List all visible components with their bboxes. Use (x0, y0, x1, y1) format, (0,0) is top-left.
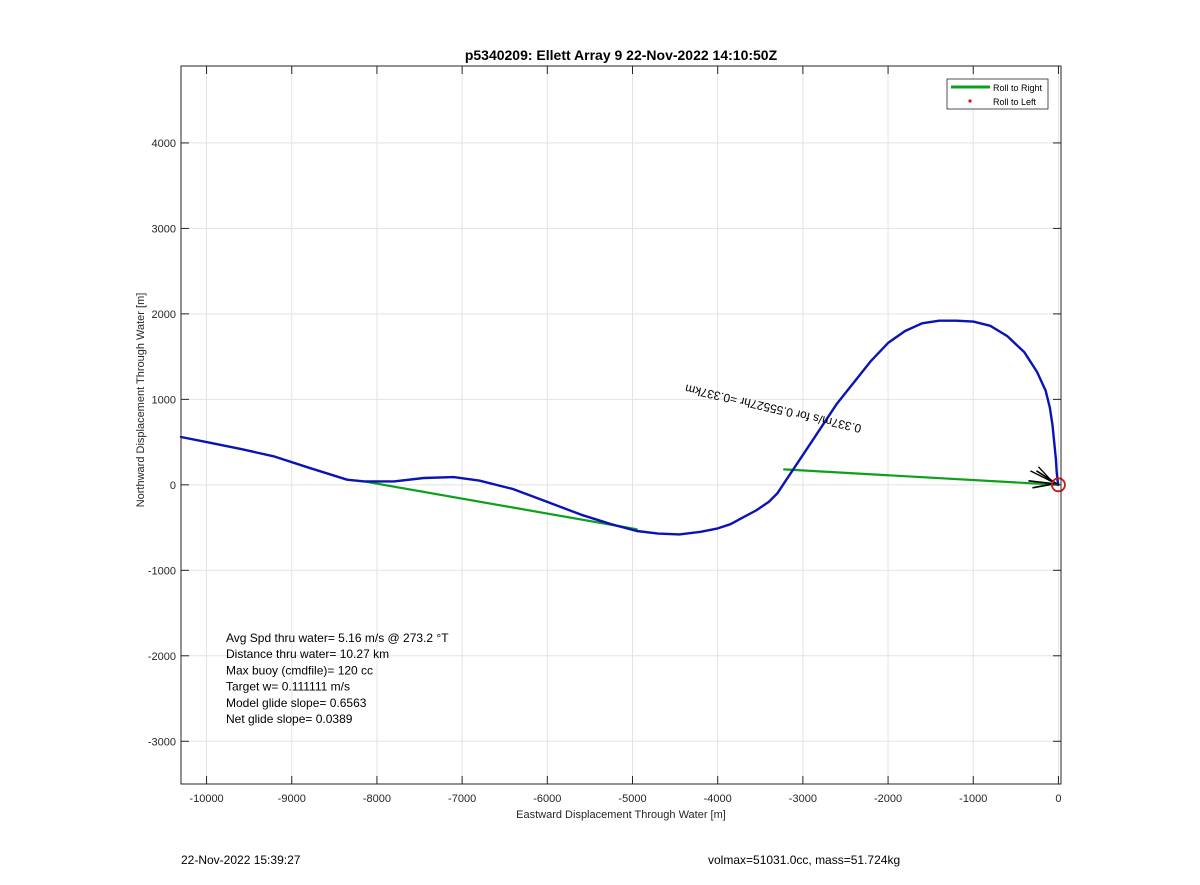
y-tick-label: 2000 (152, 309, 176, 321)
stat-line: Model glide slope= 0.6563 (226, 696, 367, 710)
x-tick-label: -8000 (363, 793, 391, 805)
series-roll-right-line (782, 468, 1060, 486)
series-roll-right-line (363, 480, 638, 531)
series-track-line (179, 319, 1060, 536)
end-marker (1028, 466, 1066, 493)
x-tick-label: -9000 (278, 793, 306, 805)
x-tick-label: -6000 (533, 793, 561, 805)
y-tick-label: 1000 (152, 394, 176, 406)
y-axis-label: Northward Displacement Through Water [m] (135, 293, 147, 508)
x-tick-label: -10000 (189, 793, 223, 805)
axes-box (180, 65, 1062, 785)
y-tick-label: -3000 (148, 736, 176, 748)
axes-frame (180, 65, 1062, 785)
y-tick-label: -2000 (148, 651, 176, 663)
current-vector-arrowhead (1028, 480, 1055, 489)
legend-label-roll-right: Roll to Right (993, 83, 1043, 93)
current-vector-arrow (1036, 470, 1059, 486)
plot-area (181, 66, 1061, 784)
series-lines (179, 319, 1060, 536)
stat-line: Max buoy (cmdfile)= 120 cc (226, 663, 373, 677)
stat-line: Net glide slope= 0.0389 (226, 712, 353, 726)
stat-line: Avg Spd thru water= 5.16 m/s @ 273.2 °T (226, 631, 449, 645)
y-tick-label: -1000 (148, 565, 176, 577)
x-tick-label: -1000 (959, 793, 987, 805)
grid-lines (181, 66, 1061, 784)
y-tick-label: 0 (170, 480, 176, 492)
x-tick-label: -3000 (789, 793, 817, 805)
stat-line: Target w= 0.111111 m/s (226, 680, 350, 694)
legend-box (946, 78, 1049, 110)
footer-timestamp: 22-Nov-2022 15:39:27 (181, 853, 301, 867)
tick-labels: -10000 -9000 -8000 -7000 -6000 -5000 -4000 -300… (148, 138, 1062, 805)
y-tick-label: 4000 (152, 138, 176, 150)
legend-label-roll-left: Roll to Left (993, 97, 1037, 107)
end-marker-circle (1051, 477, 1066, 493)
legend-swatch-roll-left (968, 99, 972, 103)
stats-block: Avg Spd thru water= 5.16 m/s @ 273.2 °T D… (226, 631, 449, 726)
x-tick-label: -2000 (874, 793, 902, 805)
y-tick-label: 3000 (152, 223, 176, 235)
x-tick-label: -5000 (618, 793, 646, 805)
x-axis-label: Eastward Displacement Through Water [m] (516, 809, 726, 821)
x-tick-label: -7000 (448, 793, 476, 805)
footer-info: volmax=51031.0cc, mass=51.724kg (708, 853, 901, 867)
x-tick-label: -4000 (704, 793, 732, 805)
legend: Roll to Right Roll to Left (946, 78, 1049, 110)
chart-title: p5340209: Ellett Array 9 22-Nov-2022 14:… (465, 47, 778, 63)
x-tick-label: 0 (1055, 793, 1061, 805)
stat-line: Distance thru water= 10.27 km (226, 647, 389, 661)
